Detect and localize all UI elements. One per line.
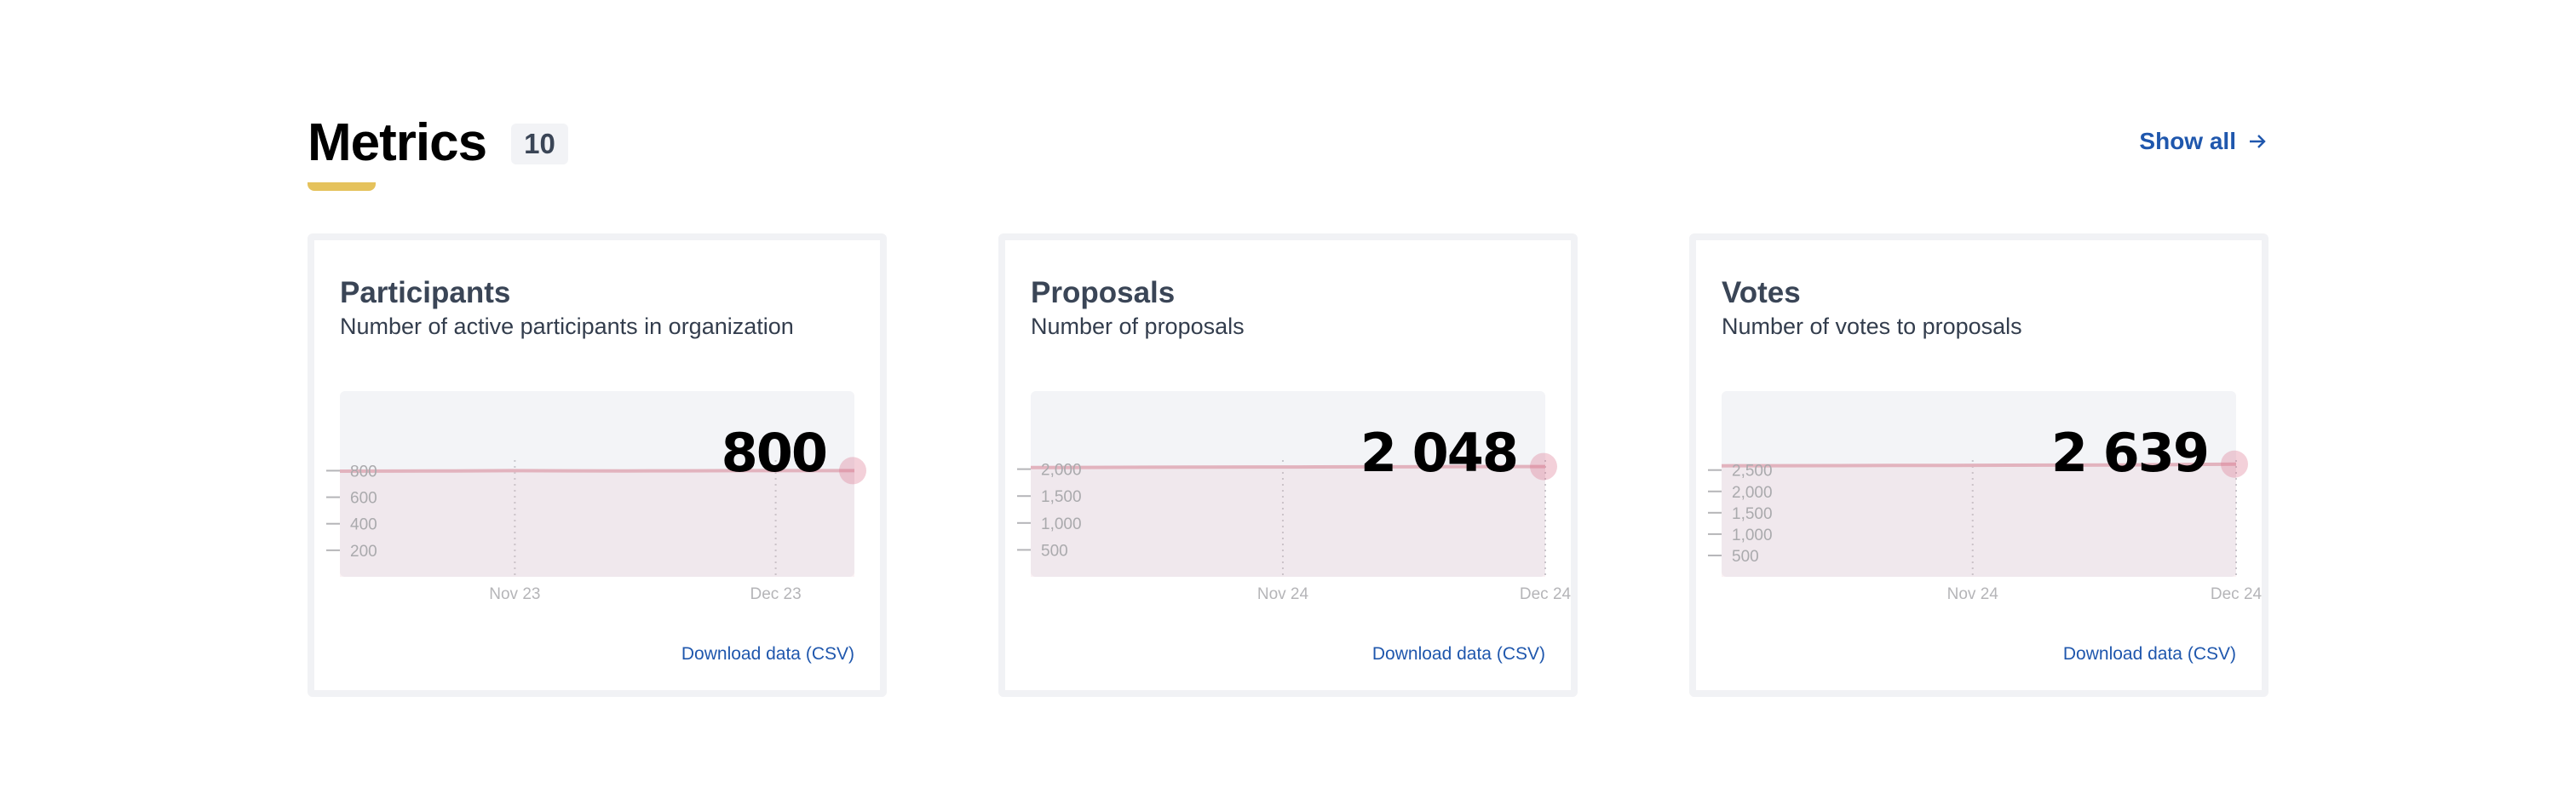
metric-card-votes: Votes Number of votes to proposals Nov 2… bbox=[1689, 233, 2268, 697]
y-tick-label: 1,500 bbox=[1732, 505, 1773, 523]
chart-area: Nov 23 Dec 23 800 600 400 200 800 bbox=[326, 391, 866, 603]
y-tick-label: 400 bbox=[350, 516, 377, 534]
y-tick-label: 200 bbox=[350, 543, 377, 561]
current-point-marker bbox=[839, 457, 866, 485]
x-tick-label: Nov 24 bbox=[1947, 585, 1999, 603]
y-tick-label: 1,000 bbox=[1041, 515, 1082, 533]
x-tick-label: Dec 24 bbox=[2211, 585, 2263, 603]
x-tick-label: Dec 23 bbox=[750, 585, 801, 603]
download-csv-link[interactable]: Download data (CSV) bbox=[681, 644, 854, 664]
y-tick-label: 2,000 bbox=[1732, 484, 1773, 502]
area-fill bbox=[1031, 466, 1545, 577]
card-title: Participants bbox=[340, 276, 511, 309]
download-csv-link[interactable]: Download data (CSV) bbox=[2062, 644, 2236, 664]
chart-area: Nov 24 Dec 24 2,000 1,500 1,000 500 2 048 bbox=[1017, 391, 1572, 603]
current-point-marker bbox=[1530, 452, 1557, 481]
card-subtitle: Number of votes to proposals bbox=[1722, 314, 2022, 339]
y-tick-label: 2,500 bbox=[1732, 463, 1773, 481]
y-tick-label: 1,000 bbox=[1732, 527, 1773, 544]
y-tick-label: 500 bbox=[1041, 542, 1068, 560]
card-subtitle: Number of active participants in organiz… bbox=[340, 314, 794, 339]
show-all-label: Show all bbox=[2139, 128, 2236, 154]
download-csv-link[interactable]: Download data (CSV) bbox=[1371, 644, 1545, 664]
current-value: 2 048 bbox=[1360, 422, 1519, 484]
title-underline bbox=[308, 182, 376, 191]
x-tick-label: Nov 23 bbox=[489, 585, 540, 603]
card-title: Proposals bbox=[1031, 276, 1176, 309]
chart-area: Nov 24 Dec 24 2,500 2,000 1,500 1,000 500 2 63… bbox=[1708, 391, 2263, 603]
section-title: Metrics bbox=[308, 113, 487, 172]
y-tick-label: 500 bbox=[1732, 548, 1759, 566]
series-line bbox=[1721, 462, 2237, 468]
arrow-right-icon bbox=[2250, 135, 2266, 148]
metric-card-participants: Participants Number of active participan… bbox=[308, 233, 887, 697]
show-all-link[interactable]: Show all bbox=[2139, 128, 2267, 155]
series-line bbox=[339, 469, 854, 474]
metric-card-proposals: Proposals Number of proposals Nov 24 Dec … bbox=[998, 233, 1578, 697]
metrics-count-badge: 10 bbox=[511, 124, 568, 164]
current-point-marker bbox=[2221, 450, 2248, 478]
area-fill bbox=[1722, 463, 2236, 577]
current-value: 2 639 bbox=[2050, 422, 2210, 484]
y-tick-label: 1,500 bbox=[1041, 488, 1082, 506]
area-fill bbox=[340, 470, 854, 577]
current-value: 800 bbox=[721, 422, 828, 484]
card-title: Votes bbox=[1722, 276, 1801, 309]
y-tick-label: 600 bbox=[350, 490, 377, 508]
y-tick-label: 800 bbox=[350, 463, 377, 481]
series-line bbox=[1030, 464, 1546, 469]
x-tick-label: Dec 24 bbox=[1520, 585, 1572, 603]
card-subtitle: Number of proposals bbox=[1031, 314, 1245, 339]
x-tick-label: Nov 24 bbox=[1257, 585, 1309, 603]
y-tick-label: 2,000 bbox=[1041, 462, 1082, 480]
